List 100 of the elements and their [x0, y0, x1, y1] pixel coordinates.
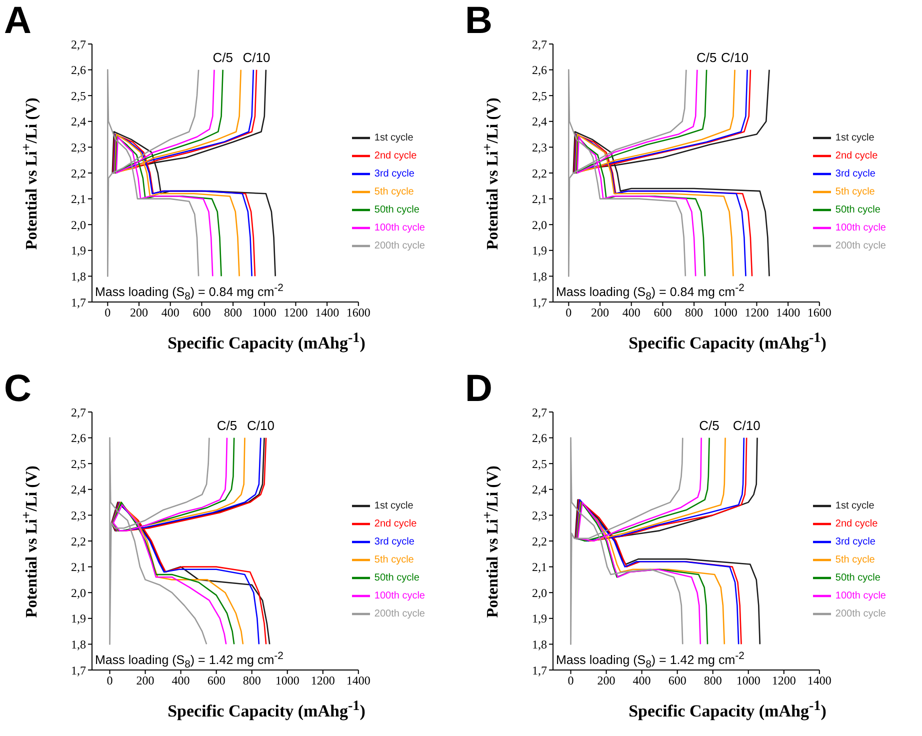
- x-tick-label: 1400: [315, 306, 340, 320]
- legend-label: 1st cycle: [835, 132, 874, 144]
- x-tick-label: 0: [568, 674, 574, 688]
- x-tick-label: 1400: [346, 674, 370, 688]
- annotation: C/5: [699, 418, 720, 433]
- x-tick-label: 1200: [772, 674, 796, 688]
- legend-label: 3rd cycle: [835, 168, 876, 180]
- x-tick-label: 1000: [252, 306, 276, 320]
- y-tick-label: 2,6: [71, 63, 86, 78]
- y-tick-label: 2,0: [71, 586, 86, 600]
- annotation: C/10: [721, 50, 749, 65]
- x-tick-label: 0: [106, 674, 113, 688]
- chart-title: A: [4, 0, 32, 43]
- x-tick-label: 200: [136, 674, 154, 688]
- chart-title: C: [4, 368, 32, 411]
- annotation: C/5: [212, 50, 233, 65]
- y-tick-label: 2,2: [532, 166, 547, 180]
- legend-label: 200th cycle: [374, 240, 425, 252]
- x-tick-label: 1400: [807, 674, 832, 688]
- y-tick-label: 2,0: [71, 218, 86, 232]
- y-tick-label: 1,9: [532, 244, 547, 258]
- x-tick-label: 400: [632, 674, 651, 688]
- line-series: [570, 437, 684, 645]
- annotation: C/10: [246, 418, 274, 433]
- x-tick-label: 1200: [310, 674, 335, 688]
- y-tick-label: 2,1: [532, 192, 547, 206]
- legend-label: 100th cycle: [374, 222, 425, 234]
- y-tick-label: 2,1: [71, 192, 86, 206]
- y-tick-label: 1,7: [71, 663, 86, 678]
- x-tick-label: 800: [224, 306, 242, 320]
- y-tick-label: 2,6: [532, 63, 547, 78]
- annotation: C/10: [732, 418, 760, 433]
- y-tick-label: 2,0: [532, 218, 547, 232]
- legend-label: 3rd cycle: [374, 536, 414, 548]
- x-tick-label: 600: [207, 674, 226, 688]
- chart-title: B: [465, 0, 492, 43]
- x-axis-title: Specific Capacity (mAhg$^{-1}$): [166, 698, 366, 722]
- legend-label: 2nd cycle: [374, 518, 417, 530]
- x-tick-label: 800: [685, 306, 704, 320]
- x-tick-label: 1000: [275, 674, 300, 688]
- x-axis-title: Specific Capacity (mAhg$^{-1}$): [628, 330, 828, 354]
- y-tick-label: 2,2: [532, 534, 547, 548]
- annotation: C/5: [216, 418, 238, 433]
- x-tick-label: 1200: [744, 306, 769, 320]
- y-tick-label: 2,1: [532, 560, 547, 574]
- x-tick-label: 600: [654, 306, 672, 320]
- x-tick-label: 200: [130, 306, 148, 320]
- x-axis-title: Specific Capacity (mAhg$^{-1}$): [628, 698, 828, 722]
- legend-label: 1st cycle: [374, 132, 414, 144]
- annotation: Mass loading (S$_{8}$) = 1.42 mg cm$^{-2}$: [95, 651, 284, 671]
- y-tick-label: 1,8: [532, 269, 547, 284]
- legend-label: 50th cycle: [835, 204, 880, 216]
- x-tick-label: 1000: [713, 306, 738, 320]
- annotation: Mass loading (S$_{8}$) = 0.84 mg cm$^{-2}$: [556, 283, 744, 303]
- y-tick-label: 2,5: [71, 456, 86, 471]
- y-tick-label: 2,4: [71, 114, 86, 129]
- annotation: C/5: [696, 50, 717, 65]
- legend-label: 100th cycle: [374, 590, 425, 602]
- y-tick-label: 2,1: [71, 560, 86, 574]
- x-tick-label: 600: [668, 674, 686, 688]
- y-tick-label: 2,3: [71, 508, 86, 522]
- y-tick-label: 2,0: [532, 586, 547, 600]
- legend-label: 50th cycle: [835, 572, 880, 584]
- y-tick-label: 1,9: [71, 244, 86, 258]
- y-tick-label: 1,9: [532, 612, 547, 626]
- y-tick-label: 2,7: [532, 37, 547, 52]
- legend-label: 100th cycle: [835, 590, 886, 602]
- y-tick-label: 2,3: [532, 508, 547, 522]
- legend-label: 5th cycle: [374, 554, 414, 566]
- y-tick-label: 2,3: [532, 140, 547, 154]
- legend-label: 50th cycle: [374, 204, 420, 216]
- y-tick-label: 2,5: [532, 88, 547, 103]
- chart-title: D: [465, 368, 492, 411]
- legend-label: 3rd cycle: [835, 536, 876, 548]
- y-tick-label: 1,8: [71, 637, 86, 652]
- y-tick-label: 2,6: [532, 431, 547, 446]
- legend-label: 3rd cycle: [374, 168, 414, 180]
- legend-label: 200th cycle: [835, 240, 886, 252]
- line-series: [107, 69, 200, 277]
- x-tick-label: 800: [704, 674, 722, 688]
- y-tick-label: 1,8: [532, 637, 547, 652]
- y-tick-label: 2,5: [71, 88, 86, 103]
- legend-label: 100th cycle: [835, 222, 886, 234]
- x-tick-label: 200: [597, 674, 616, 688]
- x-tick-label: 200: [591, 306, 610, 320]
- legend-label: 5th cycle: [835, 186, 875, 198]
- legend-label: 2nd cycle: [835, 518, 878, 530]
- y-tick-label: 2,7: [71, 37, 86, 52]
- y-tick-label: 1,7: [532, 295, 547, 310]
- x-tick-label: 0: [566, 306, 572, 320]
- legend-label: 5th cycle: [374, 186, 414, 198]
- legend-label: 1st cycle: [835, 500, 874, 512]
- x-axis-title: Specific Capacity (mAhg$^{-1}$): [166, 330, 366, 354]
- y-tick-label: 2,4: [71, 482, 86, 497]
- legend-label: 200th cycle: [835, 608, 886, 620]
- y-tick-label: 2,7: [71, 405, 86, 420]
- y-tick-label: 1,7: [532, 663, 547, 678]
- y-tick-label: 2,4: [532, 482, 547, 497]
- legend-label: 2nd cycle: [835, 150, 878, 162]
- y-tick-label: 2,5: [532, 456, 547, 471]
